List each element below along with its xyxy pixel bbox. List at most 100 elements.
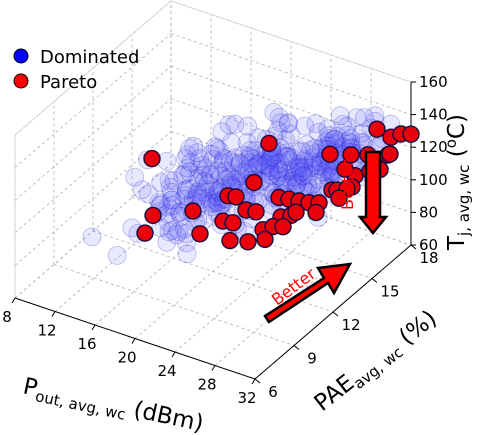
pareto-point [224,214,242,232]
legend: Dominated Pareto [13,47,139,93]
dominated-point [260,161,280,181]
dominated-point [304,152,324,172]
dominated-point [151,173,171,193]
dominated-point [330,106,350,126]
dominated-point [230,153,250,173]
dominated-point [305,138,324,158]
dominated-point [195,179,215,199]
dominated-point [187,182,207,202]
dominated-point [180,179,200,199]
pareto-point [239,233,257,251]
dominated-point [302,175,322,195]
dominated-point [297,135,317,155]
pareto-point [287,203,305,221]
dominated-point [132,180,152,200]
y-tick-mark [254,378,261,384]
dominated-point [190,180,210,200]
dominated-point [319,126,339,146]
grid-line [14,131,172,266]
dominated-point [267,165,287,184]
dominated-point [294,166,314,186]
dominated-point [269,107,289,127]
dominated-point [159,170,179,190]
dominated-point [157,151,177,171]
dominated-point [282,148,302,168]
dominated-point [167,225,186,245]
x-tick-label: 32 [237,389,256,407]
dominated-point [256,155,276,175]
dominated-point [240,141,260,161]
dominated-point [240,146,260,166]
dominated-point [308,169,328,189]
dominated-point [230,155,250,175]
pane-edge [170,0,412,83]
dominated-point [337,125,357,145]
dominated-point [190,160,210,180]
dominated-point [269,166,289,186]
dominated-point [177,244,197,264]
y-tick-label: 15 [380,283,399,301]
dominated-point [198,174,218,194]
dominated-point [163,195,183,215]
pareto-point [221,231,239,250]
dominated-point [333,115,353,134]
dominated-point [184,136,204,156]
dominated-point [290,157,310,177]
dominated-point [288,169,308,189]
y-tick-label: 12 [341,316,360,334]
dominated-point [282,171,302,191]
dominated-point [214,149,234,168]
pareto-point [402,125,420,143]
dominated-point [279,150,299,170]
dominated-point [176,185,196,205]
dominated-point [248,154,268,174]
dominated-point [261,165,281,185]
dominated-point [190,149,210,169]
pareto-point [342,146,360,164]
dominated-point [196,159,216,179]
grid-line [53,264,295,346]
dominated-point [260,152,279,171]
dominated-point [162,190,182,210]
dominated-point [250,156,269,176]
z-axis-label: Tj, avg, wc (oC) [442,114,473,251]
pareto-point [321,145,339,163]
dominated-point [295,150,314,170]
dominated-point [278,114,298,134]
dominated-point [288,142,308,162]
x-tick-label: 16 [77,335,96,353]
pareto-point [368,120,386,138]
dominated-point [234,145,254,165]
dominated-point [200,165,220,185]
dominated-point [82,227,102,247]
dominated-point [216,161,236,181]
dominated-point [211,166,231,186]
z-tick-label: 60 [419,236,438,254]
legend-pareto-marker [13,73,29,89]
dominated-point [278,146,297,166]
dominated-point [313,162,333,182]
dominated-point [294,158,313,178]
dominated-point [162,190,181,210]
dominated-point [230,163,250,183]
z-tick-label: 100 [419,171,448,189]
dominated-point [161,182,181,202]
dominated-point [347,108,367,128]
z-tick-label: 160 [419,73,448,91]
dominated-point [225,148,245,168]
x-tick-mark [131,338,136,344]
x-tick-mark [171,351,176,358]
x-axis-label: Pout, avg, wc (dBm) [20,373,206,435]
dominated-point [158,212,178,232]
dominated-point [187,143,207,163]
dominated-point [203,149,223,169]
pareto-point [336,160,354,178]
dominated-point [259,158,279,178]
dominated-point [268,160,288,180]
dominated-point [269,159,289,179]
dominated-point [291,162,311,182]
y-tick-label: 6 [268,383,278,401]
dominated-point [352,123,372,143]
dominated-point [125,167,145,187]
legend-dominated-marker [13,48,29,64]
